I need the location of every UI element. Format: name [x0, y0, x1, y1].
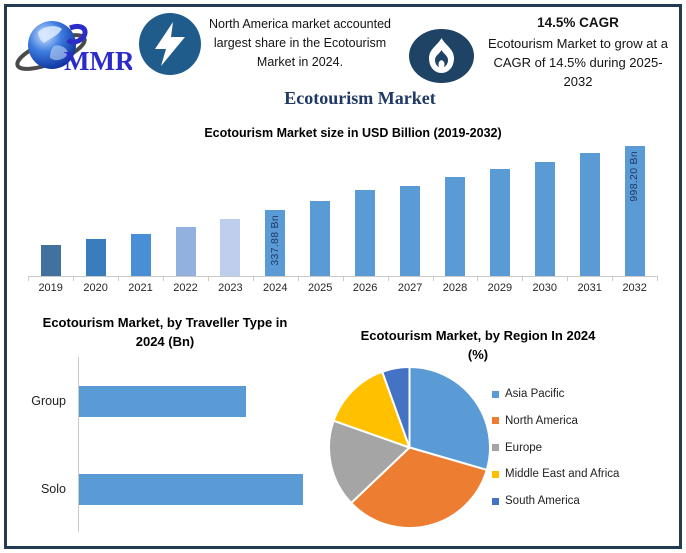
year-label: 2023 — [218, 282, 243, 294]
bar — [579, 153, 600, 276]
axis-tick — [207, 277, 209, 281]
bar — [445, 177, 465, 276]
axis-tick — [73, 277, 75, 281]
legend-item: Europe — [492, 441, 542, 455]
cagr-title: 14.5% CAGR — [537, 15, 619, 30]
bar-data-label: 337.88 Bn — [268, 215, 281, 266]
year-label: 2028 — [442, 282, 468, 294]
year-label: 2030 — [532, 282, 558, 294]
cagr-text: Ecotourism Market to grow at a CAGR of 1… — [488, 36, 668, 89]
traveller-chart-title: Ecotourism Market, by Traveller Type in … — [42, 315, 288, 349]
pie-slice — [381, 366, 411, 449]
axis-tick — [118, 277, 120, 281]
axis-tick — [477, 277, 479, 281]
axis-tick — [432, 277, 434, 281]
legend-item: Asia Pacific — [492, 387, 564, 401]
hbar — [79, 474, 303, 505]
bar — [40, 245, 61, 276]
axis-tick — [252, 277, 254, 281]
year-label: 2020 — [83, 282, 108, 294]
legend-label: Europe — [505, 441, 543, 454]
legend-swatch — [492, 470, 499, 478]
bar — [489, 169, 510, 276]
legend-swatch — [492, 417, 499, 425]
page-title: Ecotourism Market — [284, 88, 436, 108]
axis-tick — [387, 277, 389, 281]
axis-tick — [342, 277, 344, 281]
year-label: 2019 — [38, 282, 63, 294]
legend-item: South America — [492, 494, 580, 508]
legend-item: Middle East and Africa — [492, 467, 619, 481]
bar — [265, 210, 286, 276]
legend-swatch — [492, 497, 499, 505]
legend-label: North America — [505, 414, 578, 427]
year-label: 2021 — [128, 282, 153, 294]
bar — [400, 186, 421, 276]
bar — [355, 190, 376, 276]
legend-swatch — [492, 444, 499, 452]
year-label: 2024 — [263, 282, 288, 294]
bar — [175, 227, 196, 276]
year-label: 2029 — [487, 282, 513, 294]
bar — [624, 146, 645, 276]
axis-tick — [567, 277, 569, 281]
legend-label: Middle East and Africa — [505, 468, 620, 481]
y-axis — [78, 357, 79, 532]
pie-chart — [328, 366, 491, 529]
x-axis — [28, 276, 658, 277]
year-label: 2025 — [307, 282, 333, 294]
category-label: Solo — [40, 482, 66, 496]
year-label: 2031 — [577, 282, 602, 294]
bar — [130, 234, 151, 276]
legend-label: South America — [505, 495, 580, 508]
axis-tick — [297, 277, 299, 281]
axis-tick — [612, 277, 614, 281]
year-label: 2022 — [173, 282, 198, 294]
region-chart-title: Ecotourism Market, by Region In 2024 (%) — [360, 328, 596, 362]
logo-text: MMR — [64, 46, 132, 76]
lightning-icon — [139, 13, 201, 75]
axis-tick — [163, 277, 164, 281]
bar — [310, 201, 331, 276]
flame-icon — [409, 29, 474, 83]
bar — [220, 219, 241, 276]
na-highlight-text: North America market accounted largest s… — [208, 17, 392, 69]
year-label: 2032 — [622, 282, 647, 294]
year-label: 2027 — [397, 282, 423, 294]
globe-icon — [15, 21, 88, 71]
bar — [85, 239, 106, 276]
pie-slice — [332, 370, 411, 449]
pie-slice — [408, 366, 491, 471]
pie-slice — [350, 446, 488, 529]
legend-item: North America — [492, 414, 578, 428]
bar-data-label: 998.20 Bn — [628, 151, 641, 202]
legend-swatch — [492, 390, 499, 398]
market-size-chart-title: Ecotourism Market size in USD Billion (2… — [204, 126, 502, 140]
bar — [534, 162, 555, 276]
category-label: Group — [31, 394, 66, 408]
axis-tick — [657, 277, 659, 281]
axis-tick — [28, 277, 30, 281]
mmr-logo: MMR — [15, 21, 132, 76]
legend-label: Asia Pacific — [505, 388, 565, 400]
axis-tick — [522, 277, 524, 281]
cagr-block: 14.5% CAGR Ecotourism Market to grow at … — [482, 15, 674, 91]
year-label: 2026 — [352, 282, 378, 294]
hbar — [79, 386, 246, 417]
